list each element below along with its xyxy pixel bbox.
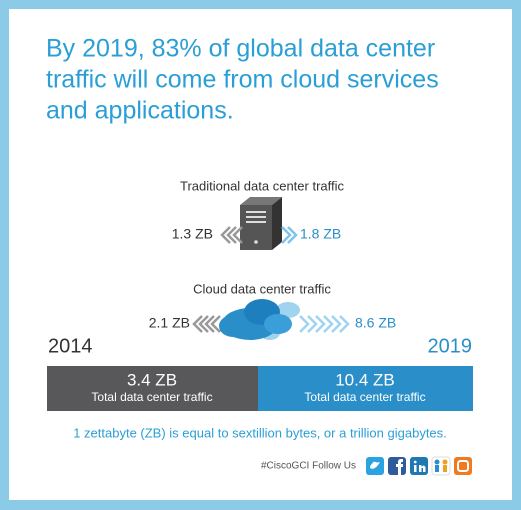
total-caption: Total data center traffic [91,390,212,404]
server-icon [240,197,282,250]
left-chevrons [192,315,221,333]
blogger-icon[interactable] [454,457,472,475]
traditional-label: Traditional data center traffic [180,178,345,193]
panel [9,9,512,500]
title-line: traffic will come from cloud services [46,66,439,94]
social-icons[interactable] [366,456,472,476]
right-chevrons [299,315,350,333]
traditional-2019: 1.8 ZB [300,226,341,242]
total-2014-box [47,366,258,411]
traditional-2014: 1.3 ZB [172,226,213,242]
slideshare-icon[interactable] [431,456,451,476]
total-2019-box [258,366,473,411]
year-2019: 2019 [428,335,473,357]
cloud-label: Cloud data center traffic [193,281,331,296]
cloud-2014: 2.1 ZB [149,315,190,331]
right-chevrons [281,226,298,244]
total-value: 3.4 ZB [127,370,177,389]
year-2014: 2014 [48,335,93,357]
cloud-icon [219,299,300,340]
total-value: 10.4 ZB [335,370,395,389]
cloud-2019: 8.6 ZB [355,315,396,331]
left-chevrons [220,226,243,244]
total-caption: Total data center traffic [304,390,425,404]
title-line: By 2019, 83% of global data center [46,35,435,63]
footnote: 1 zettabyte (ZB) is equal to sextillion … [73,425,447,440]
footer-text: #CiscoGCI Follow Us [261,461,356,472]
title-line: and applications. [46,97,234,125]
